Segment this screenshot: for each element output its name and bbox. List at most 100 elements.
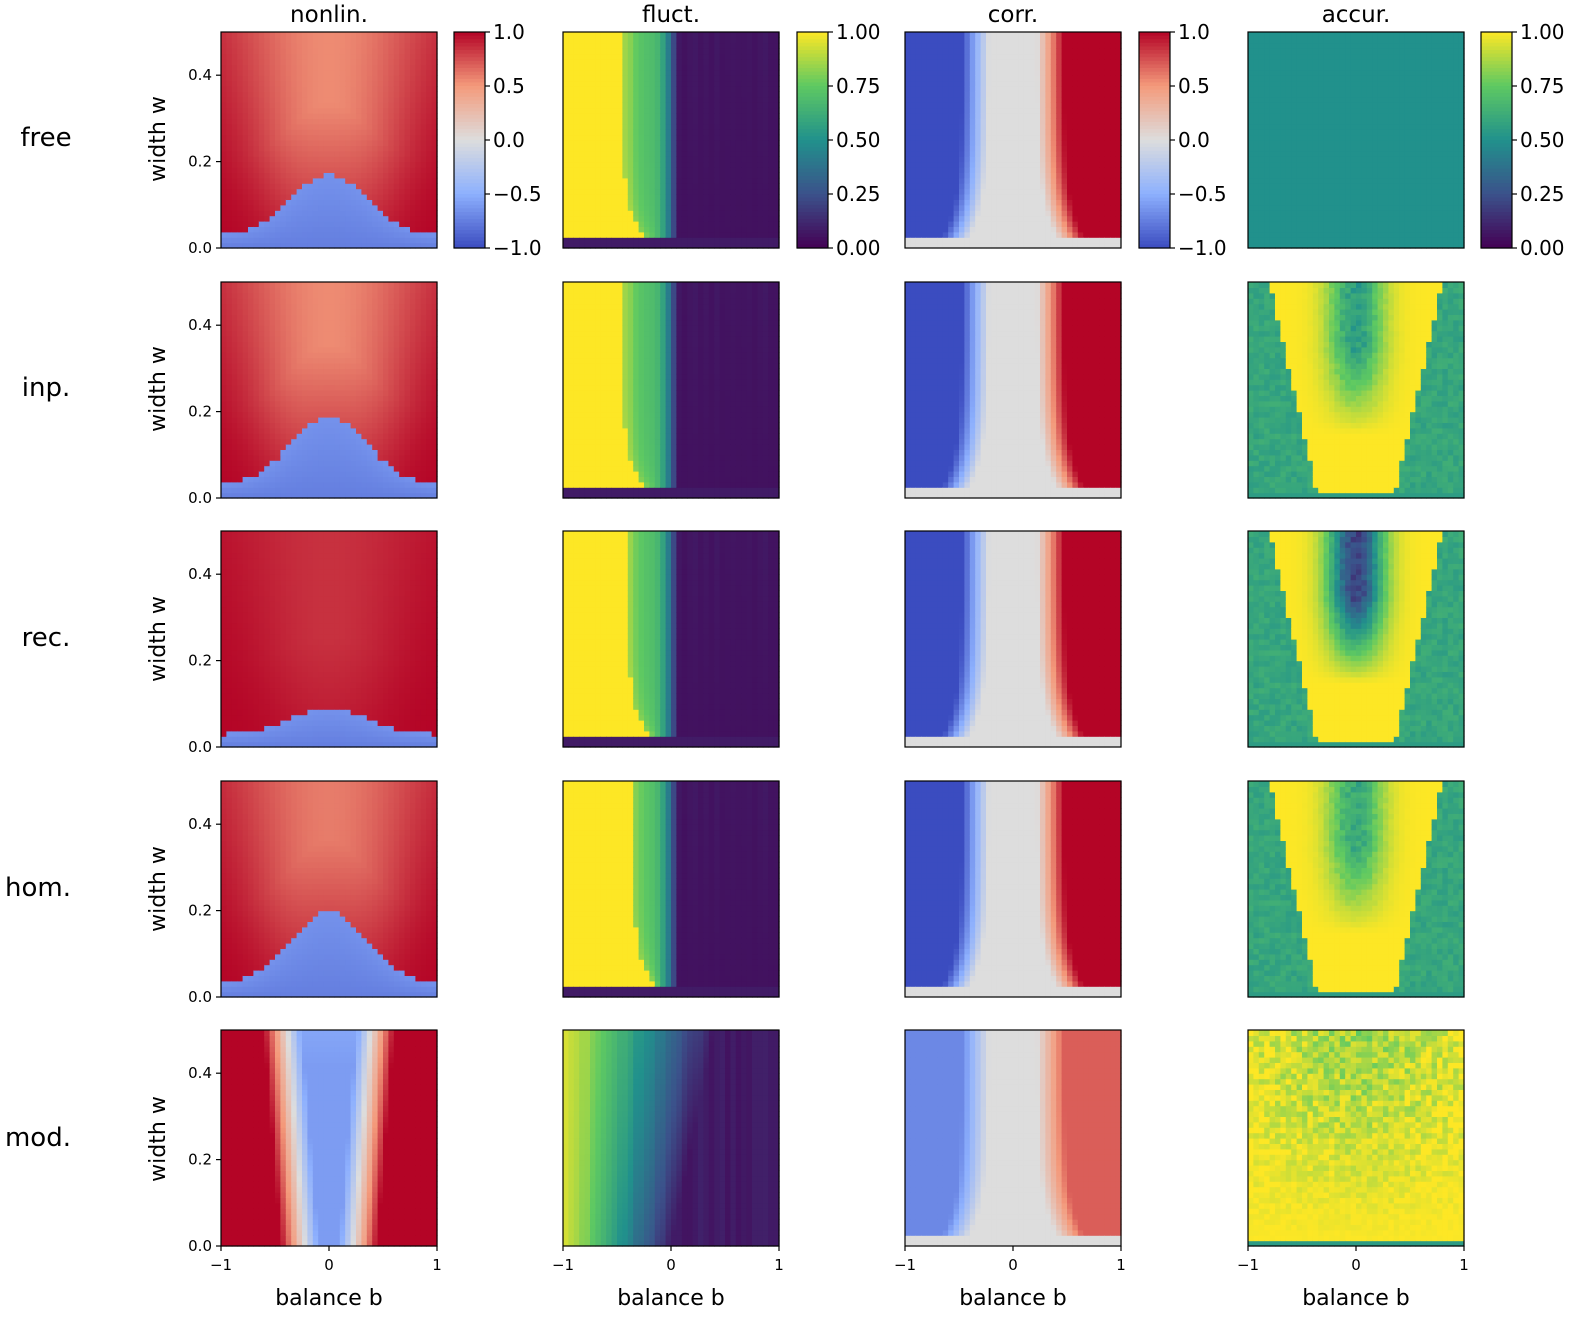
heatmap-cell (421, 140, 427, 146)
heatmap-cell (237, 140, 243, 146)
heatmap-cell (763, 108, 769, 114)
heatmap-cell (399, 135, 405, 141)
heatmap-cell (415, 124, 421, 130)
heatmap-cell (916, 194, 922, 200)
heatmap-cell (709, 129, 715, 135)
heatmap-cell (334, 172, 340, 178)
heatmap-cell (660, 75, 666, 81)
heatmap-cell (1002, 156, 1008, 162)
heatmap-cell (297, 232, 303, 238)
heatmap-cell (730, 97, 736, 103)
heatmap-cell (601, 183, 607, 189)
heatmap-cell (264, 70, 270, 76)
heatmap-cell (426, 32, 432, 38)
heatmap-cell (703, 86, 709, 92)
heatmap-cell (426, 237, 432, 243)
heatmap-cell (644, 81, 650, 87)
heatmap-cell (351, 32, 357, 38)
heatmap-cell (997, 124, 1003, 130)
heatmap-cell (725, 135, 731, 141)
heatmap-cell (709, 86, 715, 92)
heatmap-cell (378, 156, 384, 162)
heatmap-cell (415, 178, 421, 184)
heatmap-cell (237, 135, 243, 141)
heatmap-cell (563, 124, 569, 130)
heatmap-cell (617, 81, 623, 87)
heatmap-cell (595, 102, 601, 108)
heatmap-cell (405, 226, 411, 232)
heatmap-cell (628, 226, 634, 232)
heatmap-cell (259, 232, 265, 238)
heatmap-cell (307, 48, 313, 54)
heatmap-cell (921, 108, 927, 114)
heatmap-cell (916, 178, 922, 184)
heatmap-cell (307, 226, 313, 232)
heatmap-cell (921, 221, 927, 227)
heatmap-cell (981, 189, 987, 195)
heatmap-cell (232, 86, 238, 92)
heatmap-cell (943, 48, 949, 54)
heatmap-cell (237, 221, 243, 227)
heatmap-cell (590, 124, 596, 130)
heatmap-cell (1008, 86, 1014, 92)
heatmap-cell (318, 145, 324, 151)
heatmap-cell (932, 81, 938, 87)
heatmap-cell (340, 86, 346, 92)
heatmap-cell (286, 135, 292, 141)
heatmap-cell (291, 118, 297, 124)
heatmap-cell (410, 226, 416, 232)
heatmap-cell (415, 232, 421, 238)
heatmap-cell (730, 221, 736, 227)
heatmap-cell (280, 118, 286, 124)
heatmap-cell (606, 86, 612, 92)
heatmap-cell (736, 59, 742, 65)
heatmap-cell (655, 210, 661, 216)
heatmap-cell (595, 216, 601, 222)
heatmap-cell (768, 162, 774, 168)
heatmap-cell (671, 226, 677, 232)
heatmap-cell (736, 145, 742, 151)
heatmap-cell (676, 194, 682, 200)
heatmap-cell (975, 113, 981, 119)
heatmap-cell (768, 183, 774, 189)
heatmap-cell (367, 156, 373, 162)
heatmap-cell (682, 48, 688, 54)
heatmap-cell (981, 37, 987, 43)
heatmap-cell (757, 43, 763, 49)
heatmap-cell (568, 210, 574, 216)
heatmap-cell (720, 237, 726, 243)
heatmap-cell (367, 32, 373, 38)
heatmap-cell (943, 232, 949, 238)
heatmap-cell (682, 178, 688, 184)
heatmap-cell (291, 102, 297, 108)
heatmap-cell (280, 108, 286, 114)
heatmap-cell (270, 113, 276, 119)
heatmap-cell (709, 91, 715, 97)
heatmap-cell (405, 140, 411, 146)
heatmap-cell (975, 81, 981, 87)
heatmap-cell (297, 167, 303, 173)
heatmap-cell (595, 226, 601, 232)
heatmap-cell (768, 210, 774, 216)
heatmap-cell (910, 135, 916, 141)
heatmap-cell (574, 210, 580, 216)
heatmap-cell (297, 108, 303, 114)
heatmap-cell (563, 113, 569, 119)
heatmap-cell (345, 172, 351, 178)
heatmap-cell (655, 91, 661, 97)
heatmap-cell (264, 91, 270, 97)
heatmap-cell (590, 129, 596, 135)
heatmap-cell (410, 59, 416, 65)
heatmap-cell (709, 226, 715, 232)
heatmap-cell (628, 135, 634, 141)
heatmap-cell (1035, 226, 1041, 232)
heatmap-cell (736, 172, 742, 178)
heatmap-cell (606, 124, 612, 130)
heatmap-cell (932, 237, 938, 243)
heatmap-cell (302, 48, 308, 54)
heatmap-cell (959, 194, 965, 200)
heatmap-cell (943, 194, 949, 200)
heatmap-cell (248, 156, 254, 162)
heatmap-cell (574, 118, 580, 124)
heatmap-cell (367, 194, 373, 200)
